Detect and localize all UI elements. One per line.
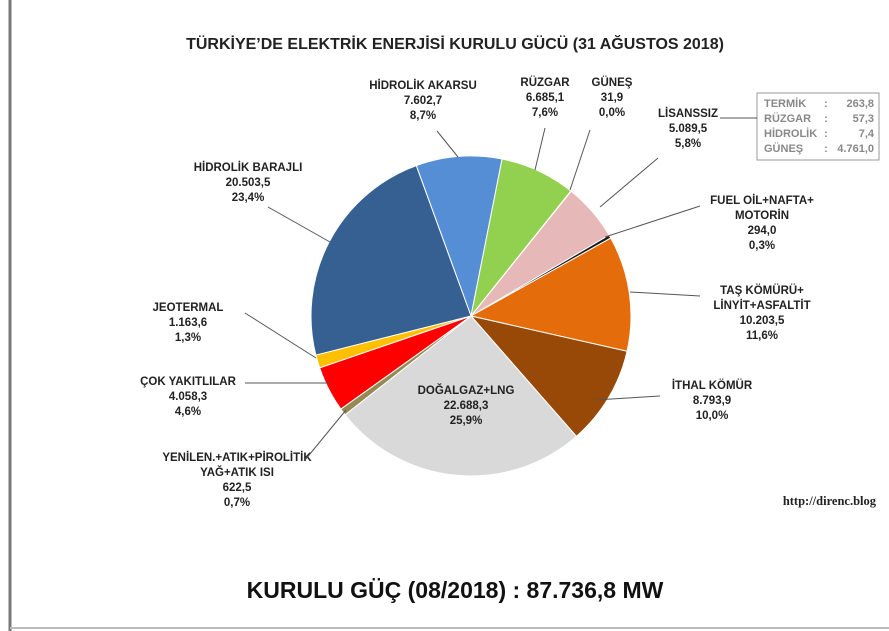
slice-value-label: 4.058,3 bbox=[169, 391, 207, 403]
slice-label-line: LİNYİT+ASFALTİT bbox=[713, 299, 810, 312]
inset-separator: : bbox=[824, 113, 828, 125]
slice-value-label: 5.089,5 bbox=[669, 123, 708, 135]
slice-label-line: LİSANSSIZ bbox=[658, 107, 718, 120]
slice-label: HİDROLİK BARAJLI bbox=[194, 161, 303, 174]
slice-percent-label: 4,6% bbox=[175, 406, 201, 418]
inset-name: TERMİK bbox=[764, 97, 806, 110]
slice-value-label: 294,0 bbox=[748, 225, 777, 237]
leader-line bbox=[604, 205, 701, 238]
slice-value-label: 1.163,6 bbox=[169, 317, 207, 329]
slice-value-label: 622,5 bbox=[223, 482, 252, 494]
inset-value: 4.761,0 bbox=[837, 143, 874, 155]
inset-value: 57,3 bbox=[853, 113, 874, 125]
slice-percent-label: 0,3% bbox=[749, 240, 775, 252]
slice-percent-label: 0,7% bbox=[224, 497, 250, 509]
leader-line bbox=[599, 157, 659, 208]
leader-line bbox=[629, 291, 701, 297]
source: http://direnc.blog bbox=[783, 494, 877, 508]
slice-label: JEOTERMAL bbox=[153, 302, 224, 314]
slice-value-label: 22.688,3 bbox=[444, 400, 489, 412]
slice-label: TAŞ KÖMÜRÜ+ LİNYİT+ASFALTİT bbox=[713, 284, 810, 312]
slice-label: LİSANSSIZ bbox=[658, 107, 718, 120]
inset-separator: : bbox=[824, 98, 828, 110]
slice-label: GÜNEŞ bbox=[592, 76, 633, 89]
inset-box bbox=[756, 92, 880, 161]
slice-label: İTHAL KÖMÜR bbox=[672, 379, 753, 392]
slice-label: DOĞALGAZ+LNG bbox=[418, 384, 515, 397]
slice-percent-label: 1,3% bbox=[175, 332, 201, 344]
leader-line bbox=[594, 395, 661, 401]
slice-value-label: 8.793,9 bbox=[693, 395, 731, 407]
leader-line bbox=[267, 206, 331, 243]
pie-slice bbox=[344, 315, 578, 477]
slice-label-line: HİDROLİK AKARSU bbox=[369, 79, 477, 92]
slice-percent-label: 10,0% bbox=[696, 410, 729, 422]
inset-value: 7,4 bbox=[859, 128, 875, 140]
slice-value-label: 20.503,5 bbox=[226, 177, 271, 189]
pie-slice bbox=[469, 237, 632, 352]
slice-label: RÜZGAR bbox=[520, 76, 570, 89]
leader-line bbox=[436, 130, 459, 158]
inset-name: GÜNEŞ bbox=[764, 142, 803, 155]
slice-value-label: 7.602,7 bbox=[404, 95, 442, 107]
slice-percent-label: 11,6% bbox=[746, 330, 778, 342]
inset-name: RÜZGAR bbox=[764, 112, 811, 125]
slice-percent-label: 0,0% bbox=[599, 107, 625, 119]
leader-line bbox=[244, 312, 317, 359]
slice-label-line: YAĞ+ATIK ISI bbox=[200, 466, 274, 479]
inset-value: 263,8 bbox=[846, 98, 874, 110]
chart-title: TÜRKİYE’DE ELEKTRİK ENERJİSİ KURULU GÜCÜ… bbox=[186, 34, 724, 53]
pie-slice bbox=[415, 155, 503, 318]
slice-value-label: 6.685,1 bbox=[526, 92, 565, 104]
slice-label: HİDROLİK AKARSU bbox=[369, 79, 477, 92]
slice-label-line: YENİLEN.+ATIK+PİROLİTİK bbox=[162, 451, 312, 464]
slice-percent-label: 25,9% bbox=[450, 415, 483, 427]
footer: KURULU GÜÇ (08/2018) : 87.736,8 MW bbox=[247, 577, 664, 603]
inset-name: HİDROLİK bbox=[764, 127, 817, 140]
slice-label: FUEL OİL+NAFTA+ MOTORİN bbox=[710, 194, 814, 222]
slice-label-line: RÜZGAR bbox=[520, 76, 570, 89]
slice-percent-label: 5,8% bbox=[675, 138, 701, 150]
pie-slice bbox=[469, 315, 628, 438]
pie-slice bbox=[310, 165, 472, 356]
slice-label-line: FUEL OİL+NAFTA+ bbox=[710, 194, 814, 207]
slice-value-label: 10.203,5 bbox=[740, 315, 785, 327]
slice-label-line: TAŞ KÖMÜRÜ+ bbox=[720, 284, 804, 297]
slice-label-line: DOĞALGAZ+LNG bbox=[418, 384, 515, 397]
inset-separator: : bbox=[824, 128, 828, 140]
slice-label-line: ÇOK YAKITLILAR bbox=[140, 376, 237, 388]
slice-label-line: JEOTERMAL bbox=[153, 302, 224, 314]
slice-percent-label: 8,7% bbox=[410, 110, 436, 122]
leader-line bbox=[569, 129, 591, 191]
slice-label-line: HİDROLİK BARAJLI bbox=[194, 161, 303, 174]
slice-label: YENİLEN.+ATIK+PİROLİTİK YAĞ+ATIK ISI bbox=[162, 451, 312, 479]
slice-label-line: İTHAL KÖMÜR bbox=[672, 379, 753, 392]
slice-label-line: GÜNEŞ bbox=[592, 76, 633, 89]
leader-line bbox=[304, 409, 347, 461]
slice-value-label: 31,9 bbox=[601, 92, 623, 104]
slice-label: ÇOK YAKITLILAR bbox=[140, 376, 237, 388]
inset-separator: : bbox=[824, 143, 828, 155]
slice-percent-label: 7,6% bbox=[532, 107, 558, 119]
slice-percent-label: 23,4% bbox=[232, 192, 265, 204]
leader-line bbox=[534, 127, 546, 171]
slice-label-line: MOTORİN bbox=[735, 209, 789, 222]
